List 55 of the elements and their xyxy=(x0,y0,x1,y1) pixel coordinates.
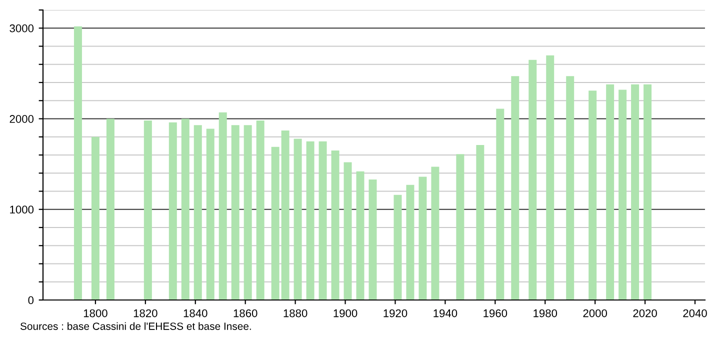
bar xyxy=(271,146,280,300)
bar xyxy=(394,194,402,300)
bar xyxy=(511,76,520,300)
bar xyxy=(618,90,627,300)
bar xyxy=(281,130,290,300)
bar xyxy=(546,55,554,300)
bar xyxy=(368,179,377,300)
bar xyxy=(168,122,177,300)
y-tick-label: 3000 xyxy=(10,24,34,32)
x-tick-label: 1920 xyxy=(384,309,408,318)
bar xyxy=(194,125,202,300)
bar xyxy=(294,138,302,300)
x-tick-label: 1860 xyxy=(234,309,258,318)
x-tick-label: 1940 xyxy=(434,309,458,318)
x-tick-label: 2040 xyxy=(683,309,707,318)
x-tick-label: 1960 xyxy=(484,309,508,318)
bar xyxy=(566,76,574,300)
bar xyxy=(331,150,340,300)
bar xyxy=(496,108,504,300)
bar xyxy=(74,26,82,300)
y-tick-label: 0 xyxy=(28,296,34,304)
x-tick-label: 1840 xyxy=(184,309,208,318)
x-tick-label: 1800 xyxy=(84,309,108,318)
y-tick-label: 2000 xyxy=(10,115,34,123)
bar xyxy=(356,171,364,300)
x-tick-label: 1900 xyxy=(334,309,358,318)
bar xyxy=(244,125,252,300)
bar xyxy=(476,145,484,300)
x-tick-label: 1980 xyxy=(534,309,558,318)
bar xyxy=(206,128,214,300)
bar xyxy=(631,84,640,300)
bar xyxy=(344,162,352,300)
x-tick-label: 2020 xyxy=(633,309,657,318)
bar xyxy=(644,84,652,300)
y-tick-label: 1000 xyxy=(10,206,34,214)
bar xyxy=(588,90,597,300)
bar xyxy=(318,141,327,300)
bar xyxy=(306,141,314,300)
bar xyxy=(418,176,427,300)
bar xyxy=(181,118,190,300)
bar xyxy=(431,166,440,300)
x-tick-label: 1880 xyxy=(284,309,308,318)
bar xyxy=(456,154,464,300)
bar xyxy=(528,60,537,300)
bar xyxy=(406,184,414,300)
x-tick-label: 2000 xyxy=(583,309,608,318)
bar xyxy=(106,118,114,300)
bar xyxy=(256,120,264,300)
bar xyxy=(218,112,227,300)
bar xyxy=(606,84,614,300)
bar xyxy=(91,136,100,300)
bar xyxy=(231,125,240,300)
bar xyxy=(144,120,152,300)
x-tick-label: 1820 xyxy=(134,309,158,318)
source-note: Sources : base Cassini de l'EHESS et base Insee. xyxy=(20,322,251,330)
